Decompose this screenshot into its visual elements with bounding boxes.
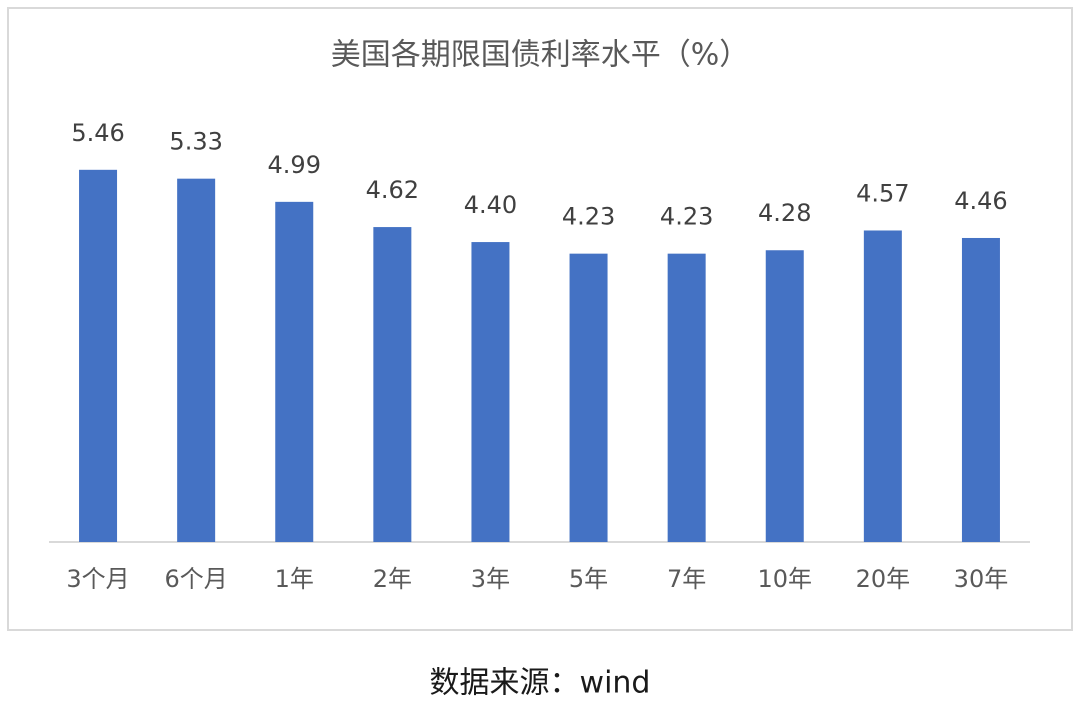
bar <box>667 253 706 542</box>
value-label: 4.40 <box>464 191 517 219</box>
x-tick-label: 30年 <box>954 565 1009 593</box>
x-tick-label: 1年 <box>275 565 314 593</box>
bar <box>765 250 804 542</box>
value-label: 4.23 <box>660 203 713 231</box>
bar <box>569 253 608 542</box>
chart-title: 美国各期限国债利率水平（%） <box>331 38 750 73</box>
x-tick-label: 2年 <box>373 565 412 593</box>
value-label: 5.46 <box>71 119 124 147</box>
x-tick-label: 10年 <box>757 565 812 593</box>
x-tick-label: 7年 <box>667 565 706 593</box>
x-tick-label: 20年 <box>856 565 911 593</box>
value-label: 5.33 <box>169 128 222 156</box>
bar <box>79 169 118 542</box>
value-label: 4.57 <box>856 179 909 207</box>
x-tick-label: 5年 <box>569 565 608 593</box>
value-label: 4.23 <box>562 203 615 231</box>
x-tick-label: 6个月 <box>165 565 228 593</box>
source-note: 数据来源：wind <box>430 666 651 701</box>
bar <box>177 178 216 542</box>
value-label: 4.28 <box>758 199 811 227</box>
bar <box>275 201 314 542</box>
bar <box>961 237 1000 542</box>
value-label: 4.62 <box>366 176 419 204</box>
bar <box>471 242 510 543</box>
value-label: 4.46 <box>954 187 1007 215</box>
bar <box>863 230 902 542</box>
value-label: 4.99 <box>268 151 321 179</box>
x-tick-label: 3年 <box>471 565 510 593</box>
x-tick-label: 3个月 <box>66 565 129 593</box>
chart-frame <box>7 7 1073 631</box>
bar <box>373 227 412 542</box>
